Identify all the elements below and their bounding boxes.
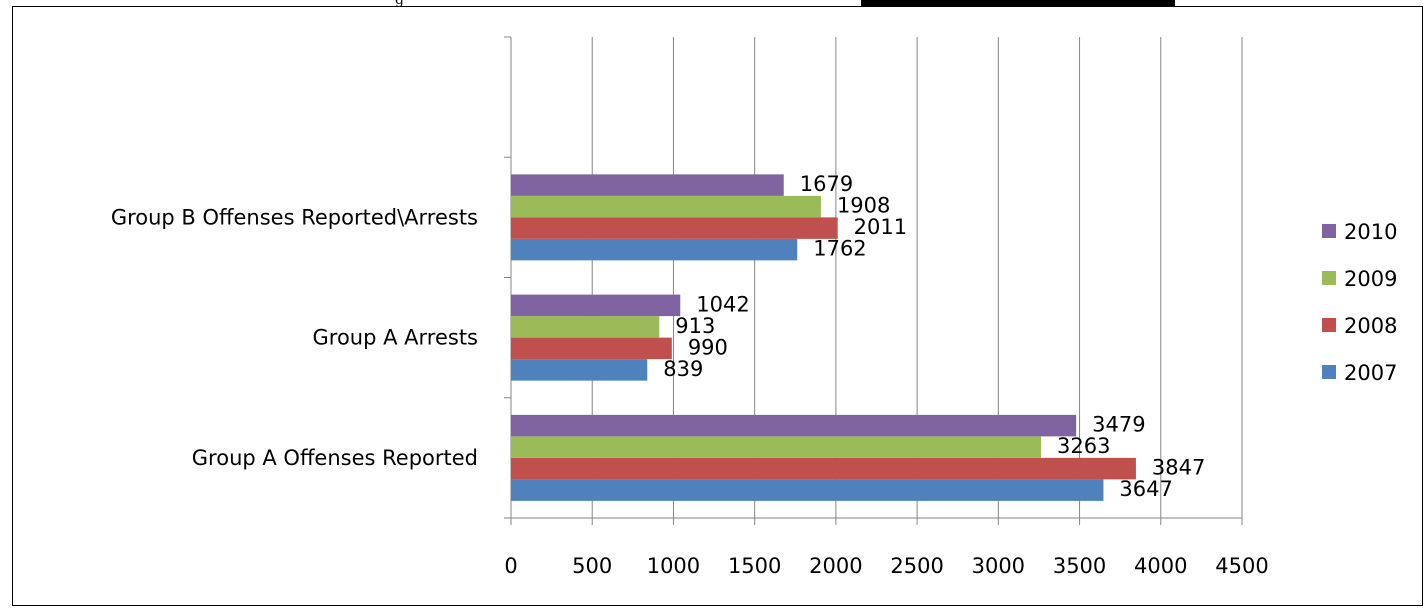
data-label-2007: 1762: [813, 237, 866, 261]
legend-label-2008: 2008: [1344, 314, 1397, 338]
x-tick-label: 2500: [890, 554, 943, 578]
legend-swatch-2008: [1322, 318, 1336, 332]
data-label-2008: 3847: [1152, 456, 1205, 480]
legend: 2010 2009 2008 2007: [1322, 220, 1397, 385]
category-label: Group A Offenses Reported: [192, 446, 478, 470]
bar-2008: [511, 337, 672, 360]
bar-2007: [511, 479, 1104, 501]
data-label-2009: 913: [675, 314, 715, 338]
legend-swatch-2010: [1322, 224, 1336, 238]
legend-swatch-2007: [1322, 365, 1336, 379]
category-labels: Group A Offenses Reported Group A Arrests…: [111, 205, 478, 470]
data-label-2008: 2011: [854, 215, 907, 239]
x-tick-labels: 0 500 1000 1500 2000 2500 3000 3500 4000 4500: [504, 554, 1268, 578]
x-tick-label: 3000: [972, 554, 1025, 578]
x-tick-label: 500: [572, 554, 612, 578]
category-label: Group A Arrests: [313, 326, 479, 350]
x-tick-label: 1500: [728, 554, 781, 578]
bar-2010: [511, 294, 681, 317]
x-tick-label: 0: [504, 554, 517, 578]
data-label-2009: 1908: [837, 194, 890, 218]
bar-2010: [511, 414, 1077, 437]
data-label-2010: 1679: [800, 172, 853, 196]
data-label-2008: 990: [688, 335, 728, 359]
x-tick-label: 3500: [1053, 554, 1106, 578]
data-label-2007: 839: [663, 357, 703, 381]
legend-label-2010: 2010: [1344, 220, 1397, 244]
x-tick-label: 4500: [1215, 554, 1268, 578]
bar-2008: [511, 457, 1136, 480]
data-label-2010: 3479: [1092, 413, 1145, 437]
bar-2007: [511, 238, 798, 261]
x-tick-label: 4000: [1134, 554, 1187, 578]
legend-swatch-2009: [1322, 271, 1336, 285]
bar-2009: [511, 436, 1042, 458]
data-label-2007: 3647: [1119, 477, 1172, 501]
legend-label-2007: 2007: [1344, 361, 1397, 385]
x-tick-label: 1000: [647, 554, 700, 578]
top-cut-text: g: [395, 0, 425, 6]
data-label-2010: 1042: [696, 292, 749, 316]
bar-2010: [511, 174, 784, 196]
legend-label-2009: 2009: [1344, 267, 1397, 291]
top-black-bar: [861, 0, 1175, 6]
category-label: Group B Offenses Reported\Arrests: [111, 205, 478, 229]
bar-2008: [511, 217, 838, 239]
bar-2009: [511, 195, 821, 218]
x-tick-label: 2000: [809, 554, 862, 578]
bars: [511, 174, 1136, 501]
chart-frame: [12, 6, 1423, 606]
bar-2007: [511, 359, 648, 381]
data-label-2009: 3263: [1057, 434, 1110, 458]
bar-2009: [511, 316, 660, 338]
